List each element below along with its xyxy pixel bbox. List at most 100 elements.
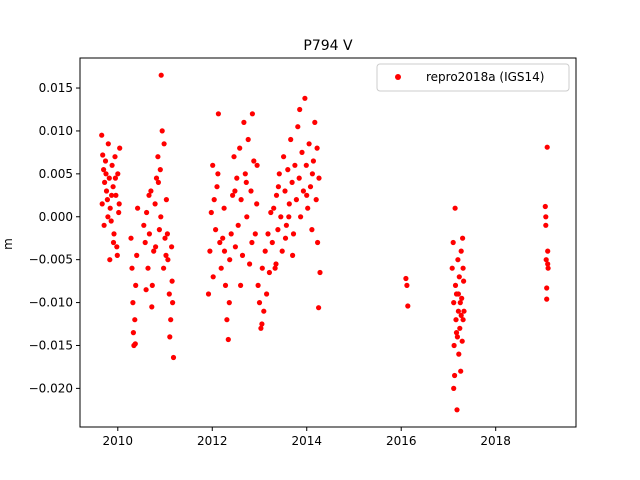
data-point — [110, 184, 116, 190]
data-point — [144, 209, 150, 216]
data-point — [290, 231, 297, 237]
data-point — [105, 214, 111, 220]
data-point — [146, 192, 152, 198]
data-point — [105, 141, 111, 147]
data-point — [108, 218, 114, 224]
data-point — [158, 72, 164, 78]
data-point — [455, 308, 461, 314]
legend-label: repro2018a (IGS14) — [426, 70, 544, 84]
data-point — [218, 265, 224, 271]
data-point — [271, 205, 277, 211]
data-point — [149, 304, 155, 310]
data-point — [251, 158, 257, 164]
data-point — [110, 239, 117, 246]
data-point — [543, 257, 549, 263]
data-point — [170, 354, 177, 361]
data-point — [545, 261, 551, 267]
data-point — [152, 201, 158, 207]
data-point — [224, 317, 230, 323]
data-point — [117, 145, 123, 151]
data-point — [288, 136, 294, 143]
data-point — [545, 265, 551, 271]
data-point — [211, 197, 217, 203]
data-point — [231, 154, 237, 160]
data-point — [256, 300, 263, 306]
data-point — [254, 162, 260, 168]
data-point — [300, 188, 306, 194]
data-point — [295, 124, 301, 130]
data-point — [156, 227, 162, 233]
data-point — [100, 152, 106, 158]
data-point — [454, 334, 460, 340]
data-point — [167, 334, 173, 340]
data-point — [220, 235, 226, 241]
data-point — [272, 265, 278, 271]
plot-frame — [79, 57, 577, 428]
data-point — [259, 265, 265, 271]
data-point — [112, 154, 118, 160]
data-point — [109, 162, 115, 168]
data-point — [114, 252, 120, 258]
data-point — [109, 192, 115, 198]
data-point — [103, 188, 110, 194]
data-point — [234, 175, 240, 181]
data-point — [405, 303, 411, 309]
data-point — [242, 171, 248, 177]
data-point — [458, 368, 464, 374]
data-point — [452, 282, 459, 288]
data-point — [304, 192, 310, 198]
y-axis-label: m — [1, 238, 15, 250]
data-point — [450, 239, 456, 246]
data-point — [299, 149, 305, 155]
data-point — [312, 119, 318, 125]
data-point — [142, 239, 148, 246]
data-point — [273, 192, 280, 198]
data-point — [302, 95, 308, 101]
data-point — [460, 265, 466, 271]
legend: repro2018a (IGS14) — [376, 63, 570, 92]
data-point — [297, 106, 303, 113]
data-point — [252, 231, 258, 237]
y-tick-label: 0.010 — [39, 124, 73, 138]
data-point — [230, 192, 236, 198]
data-point — [451, 300, 457, 306]
data-point — [153, 175, 160, 181]
data-point — [461, 278, 467, 284]
data-point — [460, 317, 466, 323]
data-point — [146, 231, 152, 237]
data-point — [454, 407, 460, 413]
data-point — [268, 209, 274, 216]
data-point — [116, 201, 122, 207]
data-point — [298, 214, 304, 220]
data-point — [455, 291, 461, 297]
data-point — [166, 291, 172, 297]
data-point — [278, 214, 284, 220]
data-point — [293, 197, 299, 203]
data-point — [115, 171, 121, 177]
data-point — [259, 321, 265, 327]
data-point — [149, 282, 155, 288]
data-point — [269, 239, 275, 246]
data-point — [169, 278, 175, 284]
data-point — [153, 244, 159, 250]
data-point — [134, 252, 140, 258]
data-point — [459, 338, 465, 344]
data-point — [244, 214, 250, 220]
data-point — [544, 144, 550, 150]
data-point — [258, 325, 264, 331]
data-point — [452, 205, 458, 211]
data-point — [275, 227, 281, 233]
data-point — [238, 197, 244, 203]
data-point — [158, 214, 164, 220]
data-point — [262, 248, 268, 254]
data-point — [155, 179, 161, 185]
data-point — [281, 154, 287, 160]
data-point — [99, 132, 105, 138]
data-point — [237, 145, 243, 151]
data-point — [112, 175, 118, 181]
data-point — [545, 248, 551, 254]
data-point — [404, 282, 410, 288]
data-point — [309, 171, 315, 177]
data-point — [205, 291, 212, 297]
data-point — [458, 312, 464, 318]
